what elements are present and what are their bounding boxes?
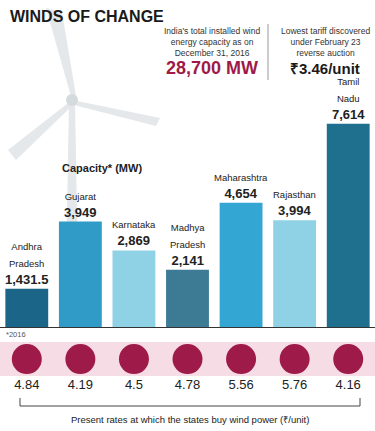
svg-text:TamilNadu7,614: TamilNadu7,614 [332, 76, 365, 122]
svg-text:Karnataka2,869: Karnataka2,869 [112, 219, 156, 248]
svg-text:AndhraPradesh1,431.5: AndhraPradesh1,431.5 [5, 241, 48, 287]
svg-text:5.76: 5.76 [282, 377, 307, 392]
svg-text:Present rates at which the sta: Present rates at which the states buy wi… [71, 414, 309, 425]
svg-text:28,700 MW: 28,700 MW [166, 58, 258, 78]
svg-text:WINDS OF CHANGE: WINDS OF CHANGE [10, 8, 164, 25]
svg-text:*2016: *2016 [6, 330, 26, 339]
svg-text:Maharashtra4,654: Maharashtra4,654 [214, 172, 268, 201]
svg-text:4.84: 4.84 [14, 377, 39, 392]
svg-text:Lowest tariff discoveredunder: Lowest tariff discoveredunder February 2… [281, 26, 370, 58]
svg-text:Capacity* (MW): Capacity* (MW) [62, 162, 142, 174]
svg-text:4.5: 4.5 [125, 377, 143, 392]
svg-text:5.56: 5.56 [228, 377, 253, 392]
svg-text:MadhyaPradesh2,141: MadhyaPradesh2,141 [170, 222, 205, 268]
svg-text:India's total installed winden: India's total installed windenergy capac… [164, 26, 260, 58]
svg-text:₹3.46/unit: ₹3.46/unit [290, 60, 360, 77]
svg-text:Gujarat3,949: Gujarat3,949 [64, 191, 97, 220]
svg-text:4.16: 4.16 [336, 377, 361, 392]
svg-text:4.78: 4.78 [175, 377, 200, 392]
svg-text:4.19: 4.19 [68, 377, 93, 392]
svg-text:Rajasthan3,994: Rajasthan3,994 [273, 189, 316, 218]
